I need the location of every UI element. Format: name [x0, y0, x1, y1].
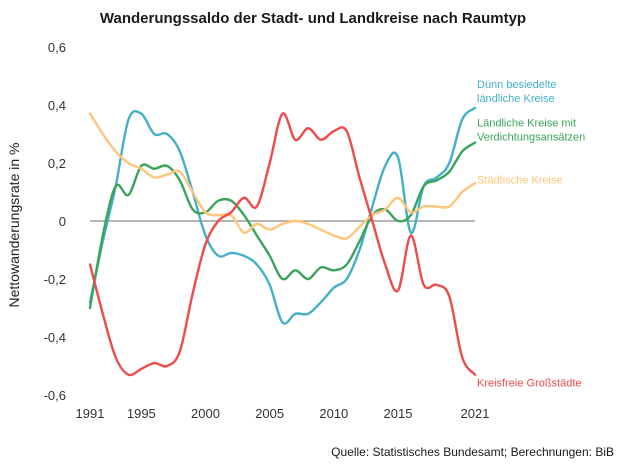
- source-note: Quelle: Statistisches Bundesamt; Berechn…: [331, 445, 614, 459]
- series-label: Städtische Kreise: [477, 174, 563, 186]
- series-labels: Dünn besiedelte ländliche Kreise Ländliche…: [477, 79, 585, 390]
- x-tick-label: 2005: [255, 406, 284, 421]
- series-label: ländliche Kreise: [477, 93, 555, 105]
- y-tick-label: -0,4: [44, 330, 66, 345]
- x-tick-label: 1995: [127, 406, 156, 421]
- x-tick-label: 2010: [319, 406, 348, 421]
- axis-ticks: 0,6 0,4 0,2 0 -0,2 -0,4 -0,6 1991 1995 2000 2005 20…: [44, 40, 490, 421]
- series-label: Kreisfreie Großstädte: [477, 378, 582, 390]
- series-line: [88, 112, 477, 240]
- y-tick-label: 0,4: [48, 98, 66, 113]
- y-tick-label: 0,2: [48, 156, 66, 171]
- series-line: [88, 112, 477, 377]
- series-label: Dünn besiedelte: [477, 79, 557, 91]
- series-label: Ländliche Kreise mit: [477, 118, 576, 130]
- x-tick-label: 2021: [461, 406, 490, 421]
- series-line: [88, 106, 477, 325]
- x-tick-label: 2000: [191, 406, 220, 421]
- y-tick-label: 0: [59, 214, 66, 229]
- y-tick-label: -0,6: [44, 388, 66, 403]
- series-group: [88, 106, 477, 377]
- series-line: [88, 141, 477, 310]
- x-tick-label: 1991: [76, 406, 105, 421]
- y-tick-label: 0,6: [48, 40, 66, 55]
- x-tick-label: 2015: [384, 406, 413, 421]
- y-tick-label: -0,2: [44, 272, 66, 287]
- series-label: Verdichtungsansätzen: [477, 132, 585, 144]
- chart-title: Wanderungssaldo der Stadt- und Landkreis…: [99, 10, 527, 27]
